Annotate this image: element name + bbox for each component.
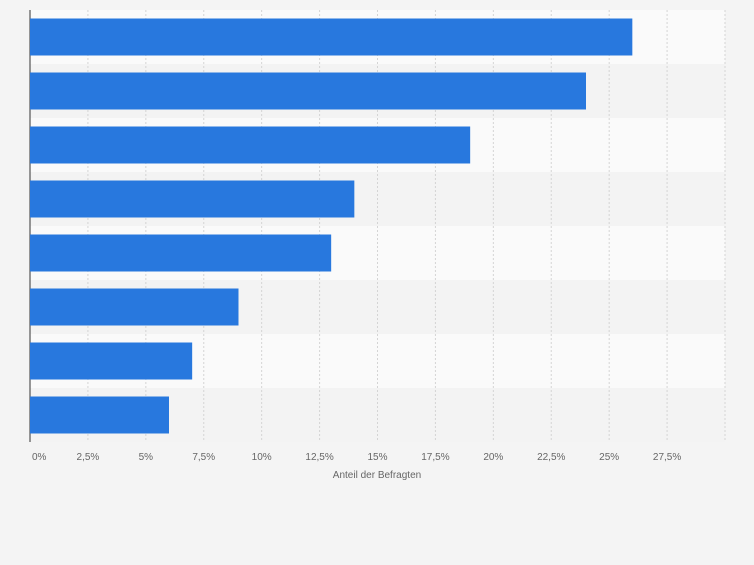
x-tick-label: 0% <box>32 452 47 463</box>
x-tick-label: 7,5% <box>192 452 215 463</box>
bar <box>30 342 193 380</box>
x-tick-label: 12,5% <box>305 452 333 463</box>
x-tick-label: 15% <box>367 452 387 463</box>
bar <box>30 288 239 326</box>
x-tick-labels: 0% 2,5% 5% 7,5% 10% 12,5% 15% 17,5% 20% 22,5% 25% 2… <box>32 452 681 463</box>
bar <box>30 396 169 434</box>
bars <box>30 18 633 434</box>
x-axis-title: Anteil der Befragten <box>333 470 421 481</box>
x-tick-label: 27,5% <box>653 452 681 463</box>
bar <box>30 180 355 218</box>
bar <box>30 126 471 164</box>
x-tick-label: 2,5% <box>77 452 100 463</box>
x-tick-label: 20% <box>483 452 503 463</box>
x-tick-label: 5% <box>139 452 154 463</box>
x-tick-label: 22,5% <box>537 452 565 463</box>
x-tick-label: 10% <box>252 452 272 463</box>
bar <box>30 72 586 110</box>
x-tick-label: 25% <box>599 452 619 463</box>
x-tick-label: 17,5% <box>421 452 449 463</box>
bar <box>30 18 633 56</box>
bar <box>30 234 332 272</box>
